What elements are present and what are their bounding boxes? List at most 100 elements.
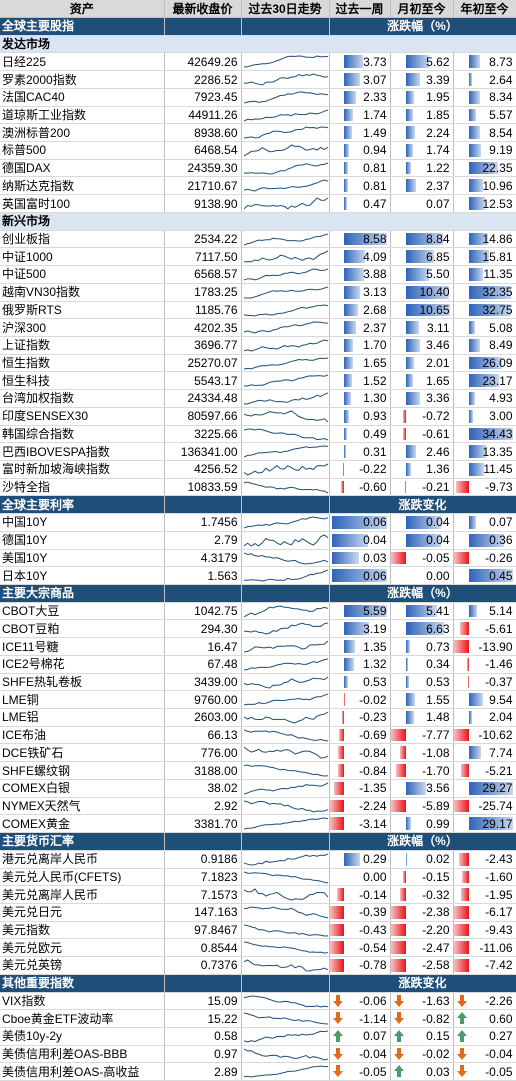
negative-bar [391, 959, 406, 972]
sparkline [244, 994, 328, 1009]
trend-cell [241, 531, 329, 549]
close-price: 1.7456 [164, 514, 241, 532]
asset-name: 美债10y-2y [0, 1027, 164, 1045]
change-value: 8.84 [426, 232, 449, 246]
week-change: 0.03 [329, 549, 390, 567]
change-value: -6.17 [485, 905, 512, 919]
asset-name: 印度SENSEX30 [0, 407, 164, 425]
positive-bar [469, 711, 472, 724]
sparkline [244, 940, 328, 955]
week-change: -0.05 [329, 1063, 390, 1081]
sparkline [244, 178, 328, 193]
sparkline [244, 391, 328, 406]
change-value: -7.77 [422, 728, 449, 742]
change-value: 32.35 [482, 285, 512, 299]
close-price: 9760.00 [164, 691, 241, 709]
change-value: 0.02 [426, 852, 449, 866]
change-value: 0.07 [363, 1029, 386, 1043]
header-close: 最新收盘价 [164, 0, 241, 18]
week-change: 1.49 [329, 124, 390, 142]
change-value: 0.04 [426, 515, 449, 529]
arrow-down-icon [332, 1064, 344, 1078]
trend-cell [241, 655, 329, 673]
negative-bar [330, 959, 345, 972]
ytd-change: 11.35 [453, 266, 516, 284]
change-value: 11.35 [483, 267, 512, 281]
change-value: 2.01 [426, 356, 449, 370]
change-value: 0.53 [363, 675, 386, 689]
week-change: -0.39 [329, 903, 390, 921]
mtd-change: 0.53 [390, 673, 453, 691]
asset-name: 富时新加坡海峡指数 [0, 460, 164, 478]
positive-bar [344, 658, 354, 671]
close-price: 0.97 [164, 1045, 241, 1063]
change-value: 6.63 [426, 622, 449, 636]
change-value: 5.59 [363, 604, 386, 618]
sparkline [244, 515, 328, 530]
negative-bar [456, 481, 469, 494]
change-value: -9.73 [485, 480, 512, 494]
mtd-change: 2.46 [390, 443, 453, 461]
positive-bar [344, 357, 352, 370]
group-title: 发达市场 [0, 35, 516, 53]
close-price: 1783.25 [164, 283, 241, 301]
change-value: 8.73 [489, 55, 512, 69]
mtd-change: -0.72 [390, 407, 453, 425]
change-value: -1.08 [422, 746, 449, 760]
ytd-change: 9.19 [453, 142, 516, 160]
ytd-change: 29.27 [453, 779, 516, 797]
section-title: 其他重要指数 [0, 974, 164, 992]
close-price: 2.92 [164, 797, 241, 815]
ytd-change: -7.42 [453, 957, 516, 975]
close-price: 24334.48 [164, 390, 241, 408]
mtd-change: 5.41 [390, 602, 453, 620]
mtd-change: 2.37 [390, 177, 453, 195]
week-change: 1.70 [329, 336, 390, 354]
change-value: -7.42 [485, 958, 512, 972]
sparkline [244, 905, 328, 920]
week-change: 1.32 [329, 655, 390, 673]
positive-bar [344, 197, 346, 210]
change-value: -2.43 [485, 852, 512, 866]
change-value: 0.29 [363, 852, 386, 866]
change-value: 12.53 [482, 197, 512, 211]
trend-cell [241, 336, 329, 354]
trend-cell [241, 159, 329, 177]
positive-bar [406, 693, 415, 706]
change-value: -0.43 [359, 923, 386, 937]
section-blank [164, 18, 241, 36]
arrow-up-icon [456, 1011, 468, 1025]
negative-bar [403, 871, 406, 884]
trend-cell [241, 443, 329, 461]
negative-bar [454, 941, 469, 954]
mtd-change: -2.47 [390, 939, 453, 957]
week-change: -0.54 [329, 939, 390, 957]
change-value: 3.39 [426, 73, 449, 87]
ytd-change: -11.06 [453, 939, 516, 957]
close-price: 10833.59 [164, 478, 241, 496]
change-value: -0.69 [359, 728, 386, 742]
change-value: -0.60 [359, 480, 386, 494]
negative-bar [467, 658, 469, 671]
positive-bar [344, 73, 359, 86]
positive-bar [344, 304, 357, 317]
ytd-change: 13.35 [453, 443, 516, 461]
ytd-change: 11.45 [453, 460, 516, 478]
close-price: 2603.00 [164, 709, 241, 727]
section-title: 全球主要利率 [0, 496, 164, 514]
close-price: 38.02 [164, 779, 241, 797]
week-change: 0.94 [329, 142, 390, 160]
week-change: -0.06 [329, 992, 390, 1010]
section-blank [241, 974, 329, 992]
sparkline [244, 303, 328, 318]
sparkline [244, 923, 328, 938]
positive-bar [344, 339, 353, 352]
asset-name: 韩国综合指数 [0, 425, 164, 443]
